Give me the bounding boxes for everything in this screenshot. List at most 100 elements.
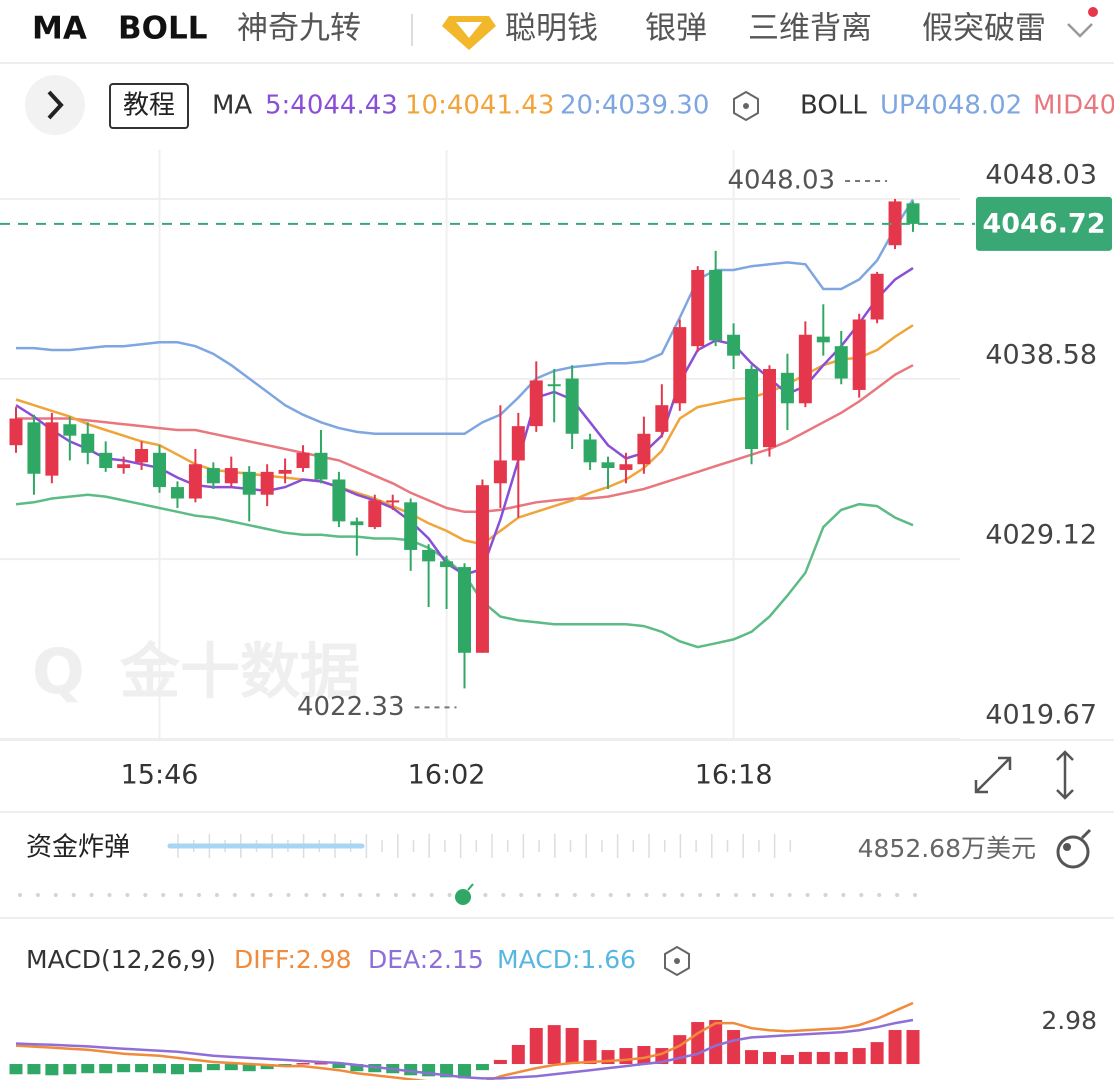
timeline-marker-fuse [467, 883, 474, 891]
fund-bomb-slider[interactable] [167, 834, 792, 858]
candle-body [637, 433, 651, 465]
timeline-dot [555, 893, 559, 897]
timeline-dot [250, 893, 255, 897]
macd-bar [153, 1064, 167, 1074]
macd-bar [404, 1064, 418, 1076]
fund-bomb-amount: 4852.68万美元 [858, 834, 1036, 863]
macd-legend-item: DIFF:2.98 [234, 945, 352, 974]
timeline-dot [429, 893, 434, 897]
vertical-scale-icon[interactable] [1056, 750, 1074, 800]
candle-body [547, 384, 561, 387]
macd-bar [117, 1064, 131, 1073]
timeline-dot [913, 893, 917, 897]
tabs-more[interactable] [1067, 23, 1093, 38]
timeline-dot [107, 893, 112, 897]
timeline-dot [751, 893, 756, 897]
macd-bar [529, 1027, 543, 1065]
timeline-dot [626, 893, 631, 897]
tutorial-button[interactable] [109, 83, 189, 129]
candle-body [224, 468, 238, 484]
expand-button[interactable] [25, 75, 85, 135]
timeline-dot [358, 893, 363, 897]
bomb-icon[interactable] [1056, 828, 1092, 869]
settings-icon[interactable] [733, 90, 759, 122]
macd-line [15, 1001, 914, 1080]
timeline-dot [89, 893, 94, 897]
candle-body [117, 464, 131, 469]
candle-body [691, 269, 705, 347]
timeline-dot [71, 893, 76, 897]
macd-settings-icon[interactable] [664, 945, 690, 977]
price-chart: 4048.03 4038.58 4029.12 4019.67 15:46 16:02 16… [0, 150, 1112, 791]
macd-bar [206, 1064, 220, 1071]
macd-bar [798, 1051, 812, 1065]
tab[interactable]: 假突破雷 [922, 11, 1046, 47]
macd-bar [727, 1030, 741, 1065]
timeline-dot [662, 893, 667, 897]
macd-bar [888, 1030, 902, 1065]
ma-label: MA [212, 91, 252, 121]
candle-body [798, 334, 812, 404]
candle-body [260, 471, 274, 495]
timeline-dot [18, 893, 22, 897]
macd-bar [780, 1055, 794, 1065]
tab[interactable]: 聪明钱 [505, 11, 598, 47]
timeline-dot [716, 893, 721, 897]
tab[interactable]: 神奇九转 [237, 11, 361, 47]
macd-bar [906, 1030, 920, 1065]
candle-body [745, 369, 759, 449]
indicator-legend: MA 5:4044.43 10:4041.43 20:4039.30 BOLL UP404… [212, 91, 1114, 121]
timeline-dot [877, 893, 882, 897]
macd-bar [816, 1051, 830, 1065]
macd-bar [224, 1064, 238, 1071]
tab-bar: MA BOLL 神奇九转 聪明钱 银弹 三维背离 假突破雷 [32, 11, 1046, 47]
candle-body [242, 471, 256, 495]
timeline-marker[interactable] [455, 889, 471, 905]
candle-body [780, 372, 794, 404]
candle-body [565, 378, 579, 434]
macd-bar [762, 1051, 776, 1065]
candle-body [655, 405, 669, 432]
candle-body [475, 485, 489, 653]
tutorial-label[interactable]: 教程 [123, 91, 175, 121]
fullscreen-icon[interactable] [974, 756, 1012, 794]
tab[interactable]: 银弹 [645, 11, 707, 47]
watermark-logo: Q [32, 635, 85, 708]
macd-bar [637, 1046, 651, 1065]
timeline-dot [572, 893, 577, 897]
tab[interactable]: MA [32, 11, 87, 47]
timeline-dot [53, 893, 58, 897]
tab[interactable]: 三维背离 [748, 11, 872, 47]
macd-bar [852, 1048, 866, 1065]
macd-bar [170, 1064, 184, 1075]
macd-bar [547, 1025, 561, 1065]
timeline-dot [304, 893, 309, 897]
candle-body [153, 452, 167, 488]
macd-bar [63, 1064, 77, 1075]
macd-bar [81, 1064, 95, 1074]
low-annotation: 4022.33 [297, 692, 405, 722]
timeline-dot [393, 893, 398, 897]
macd-bar [709, 1019, 723, 1065]
candle-body [386, 500, 400, 503]
macd-title: MACD(12,26,9) [26, 945, 216, 974]
candle-body [709, 269, 723, 341]
candle-body [440, 561, 454, 568]
indicator-line [16, 198, 915, 436]
timeline-dot [519, 893, 524, 897]
ma-item: 5:4044.43 [265, 91, 398, 121]
macd-bar [493, 1059, 507, 1065]
timeline-dot [376, 893, 380, 897]
candle-body [673, 327, 687, 404]
macd-legend-item: DEA:2.15 [368, 945, 484, 974]
macd-bar [242, 1064, 256, 1072]
macd-bar [583, 1040, 597, 1065]
macd-bar [475, 1064, 489, 1071]
y-tick-label: 4019.67 [985, 700, 1097, 731]
notification-dot [1088, 7, 1098, 17]
tab[interactable]: BOLL [118, 11, 208, 47]
timeline-dot [340, 893, 345, 897]
candle-body [332, 479, 346, 522]
timeline-dot [286, 893, 291, 897]
